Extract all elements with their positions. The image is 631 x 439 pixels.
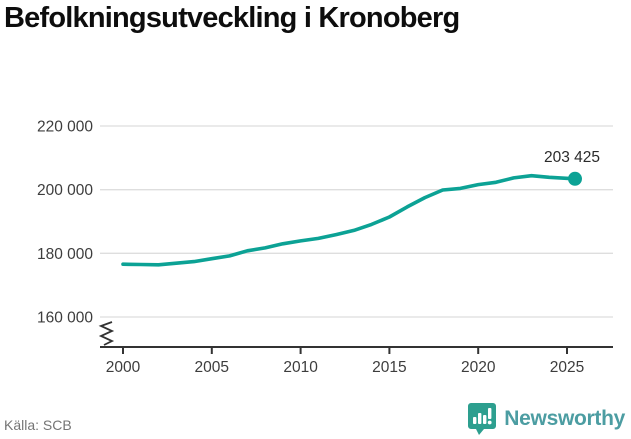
x-tick-label: 2015 [372,359,406,376]
newsworthy-wordmark: Newsworthy [504,406,625,430]
last-point-dot [567,171,582,186]
last-point-label: 203 425 [544,149,600,166]
x-tick-label: 2000 [106,359,141,376]
newsworthy-logo: Newsworthy [467,402,625,435]
chart-title: Befolkningsutveckling i Kronoberg [4,2,460,34]
chart-canvas: 160 000 180 000 200 000 220 000 2000 2005 2010… [37,119,613,376]
x-tick-label: 2005 [195,359,229,376]
x-tick-label: 2025 [550,359,584,376]
x-tick-label: 2010 [283,359,318,376]
source-label: Källa: SCB [4,417,72,433]
newsworthy-bars-icon [467,402,497,435]
y-tick-label: 180 000 [37,246,93,263]
population-line [121,173,577,267]
x-tick-label: 2020 [461,359,496,376]
y-tick-label: 220 000 [37,119,93,136]
y-tick-label: 200 000 [37,182,93,199]
line-chart: 160 000 180 000 200 000 220 000 2000 2005 2010… [0,70,631,395]
axis-break-icon [98,321,115,346]
y-tick-label: 160 000 [37,310,93,327]
